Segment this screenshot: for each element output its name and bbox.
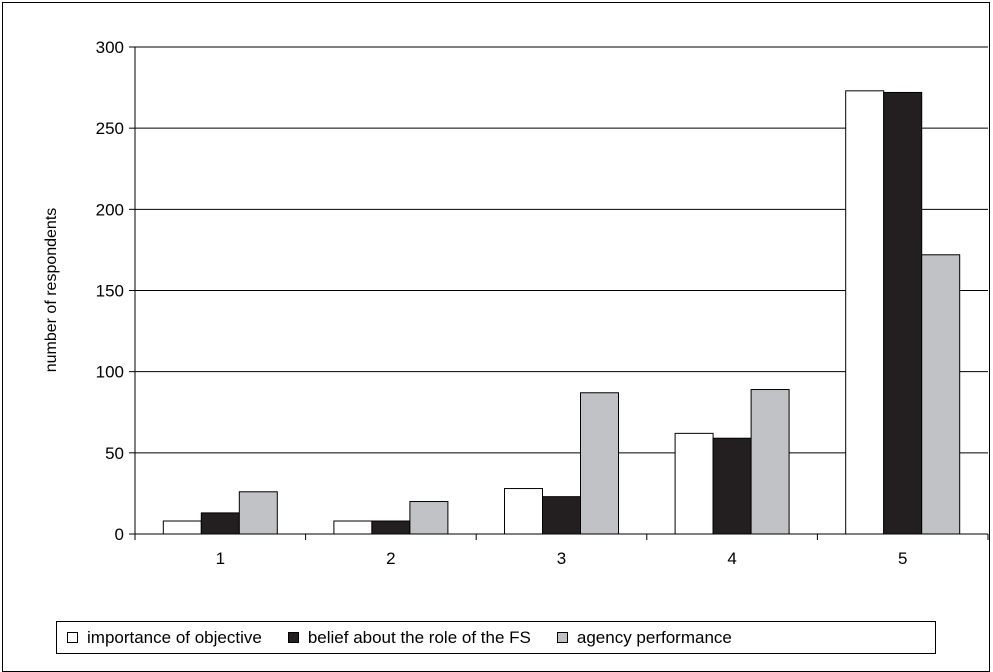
legend-item: belief about the role of the FS — [287, 627, 531, 648]
bar — [883, 91, 923, 535]
bar — [238, 491, 278, 535]
legend-label: importance of objective — [87, 627, 262, 647]
y-tick-label: 150 — [96, 282, 124, 301]
axes — [129, 46, 989, 540]
legend: importance of objective belief about the … — [56, 621, 936, 654]
legend-label: agency performance — [576, 627, 732, 647]
bar — [921, 254, 961, 535]
y-tick-label: 50 — [105, 444, 124, 463]
bar — [712, 437, 752, 535]
legend-item: importance of objective — [67, 628, 262, 648]
y-tick-label: 100 — [96, 363, 124, 382]
x-tick-label: 1 — [216, 549, 225, 568]
y-tick-label: 300 — [96, 38, 124, 57]
bar — [845, 90, 885, 535]
legend-swatch — [287, 632, 299, 643]
legend-swatch — [67, 632, 78, 643]
bar — [674, 432, 714, 535]
bar — [580, 392, 619, 535]
bar — [333, 520, 373, 535]
y-tick-label: 250 — [96, 119, 124, 138]
bar — [542, 496, 581, 535]
bar — [162, 520, 202, 535]
x-tick-label: 4 — [727, 549, 736, 568]
y-tick-label: 200 — [96, 200, 124, 219]
bar — [409, 501, 449, 535]
y-tick-label: 0 — [115, 525, 124, 544]
bar — [371, 520, 411, 535]
y-axis-label: number of respondents — [43, 208, 60, 373]
bar — [750, 389, 790, 535]
bars — [162, 90, 961, 535]
x-tick-label: 2 — [386, 549, 395, 568]
legend-item: agency performance — [556, 627, 732, 648]
x-tick-labels: 1 2 3 4 5 — [216, 549, 908, 568]
bar — [504, 488, 543, 535]
x-tick-label: 3 — [557, 549, 566, 568]
legend-label: belief about the role of the FS — [307, 627, 531, 647]
y-tick-labels: 0 50 100 150 200 250 300 — [96, 38, 124, 544]
bar — [200, 512, 240, 535]
x-tick-label: 5 — [898, 549, 907, 568]
legend-swatch — [556, 632, 568, 643]
